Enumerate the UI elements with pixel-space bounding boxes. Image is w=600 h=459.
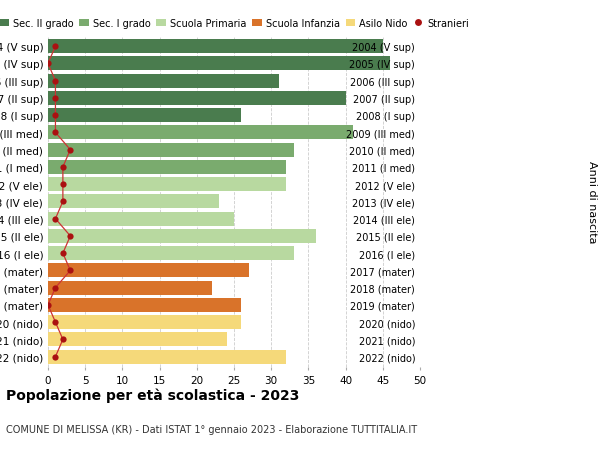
Legend: Sec. II grado, Sec. I grado, Scuola Primaria, Scuola Infanzia, Asilo Nido, Stran: Sec. II grado, Sec. I grado, Scuola Prim…	[0, 18, 469, 28]
Bar	[48, 92, 346, 106]
Bar	[48, 40, 383, 54]
Bar	[48, 350, 286, 364]
Bar	[48, 281, 212, 295]
Bar	[48, 315, 241, 330]
Bar	[48, 264, 249, 278]
Bar	[48, 212, 234, 226]
Bar	[48, 161, 286, 174]
Bar	[48, 178, 286, 192]
Bar	[48, 246, 293, 261]
Text: COMUNE DI MELISSA (KR) - Dati ISTAT 1° gennaio 2023 - Elaborazione TUTTITALIA.IT: COMUNE DI MELISSA (KR) - Dati ISTAT 1° g…	[6, 425, 417, 435]
Bar	[48, 109, 241, 123]
Bar	[48, 74, 278, 89]
Text: Anni di nascita: Anni di nascita	[587, 161, 597, 243]
Bar	[48, 298, 241, 312]
Bar	[48, 195, 219, 209]
Bar	[48, 57, 390, 71]
Text: Popolazione per età scolastica - 2023: Popolazione per età scolastica - 2023	[6, 388, 299, 403]
Bar	[48, 143, 293, 157]
Bar	[48, 126, 353, 140]
Bar	[48, 230, 316, 243]
Bar	[48, 333, 227, 347]
